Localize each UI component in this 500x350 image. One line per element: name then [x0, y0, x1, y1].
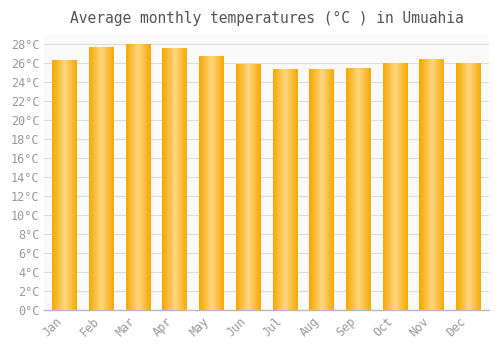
Title: Average monthly temperatures (°C ) in Umuahia: Average monthly temperatures (°C ) in Um… [70, 11, 464, 26]
